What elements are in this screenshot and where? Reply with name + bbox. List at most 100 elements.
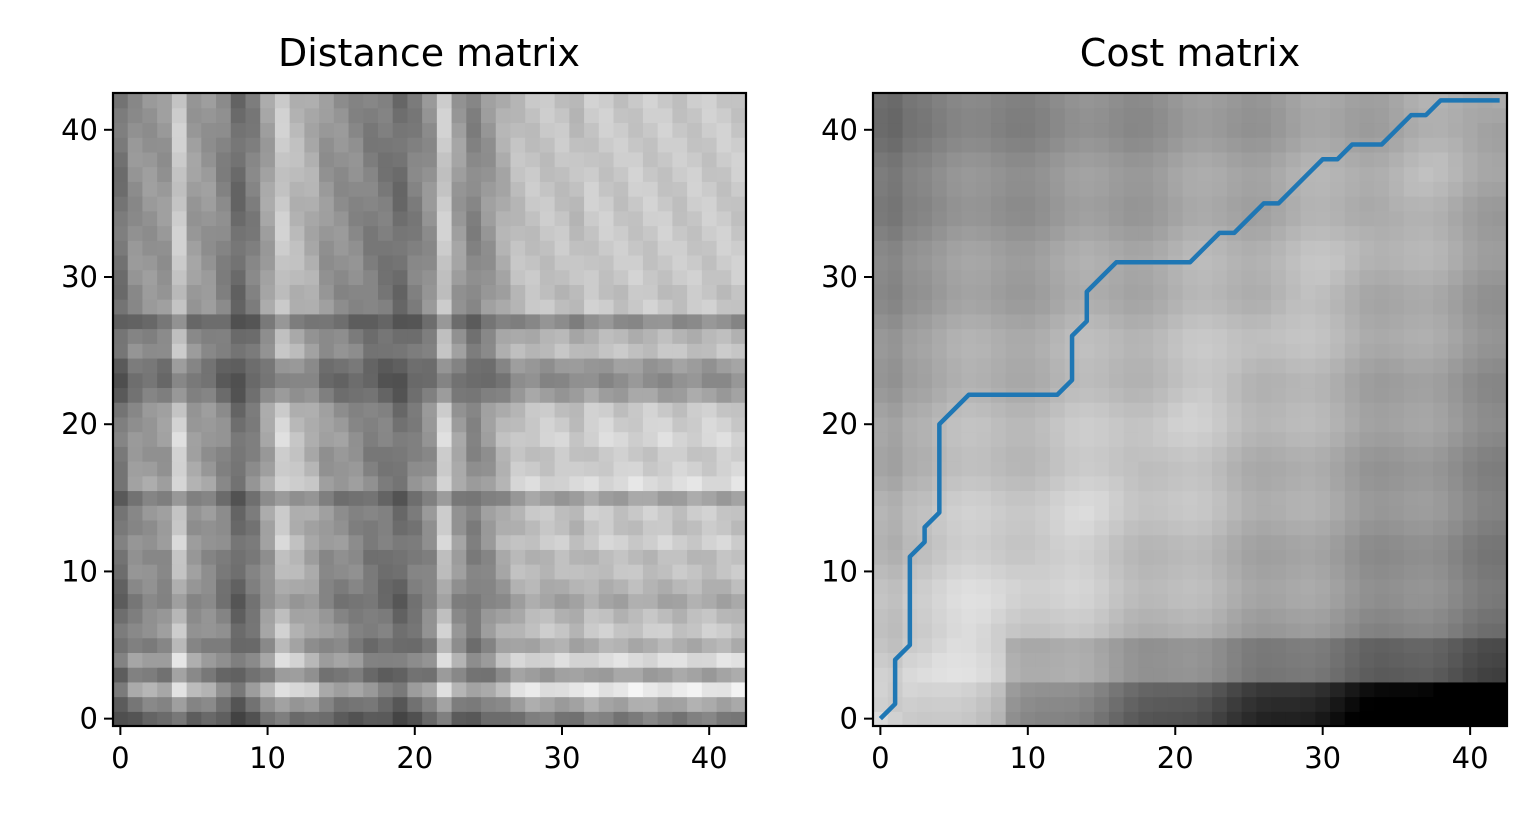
heatmap-cell: [628, 667, 644, 683]
heatmap-cell: [363, 181, 379, 197]
heatmap-cell: [1300, 372, 1316, 389]
heatmap-cell: [1433, 461, 1449, 477]
heatmap-cell: [230, 122, 247, 138]
heatmap-cell: [613, 313, 629, 330]
heatmap-cell: [1330, 313, 1346, 330]
heatmap-cell: [245, 122, 261, 138]
heatmap-cell: [1020, 505, 1036, 521]
heatmap-cell: [1182, 313, 1198, 330]
heatmap-cell: [260, 328, 276, 344]
heatmap-cell: [1094, 357, 1110, 374]
heatmap-cell: [333, 549, 350, 565]
heatmap-cell: [554, 284, 570, 300]
heatmap-cell: [613, 387, 629, 403]
heatmap-cell: [554, 225, 570, 241]
heatmap-cell: [687, 549, 703, 565]
heatmap-cell: [731, 299, 747, 315]
heatmap-cell: [392, 328, 409, 344]
heatmap-cell: [1049, 254, 1066, 271]
heatmap-cell: [1256, 93, 1272, 109]
heatmap-cell: [481, 166, 497, 182]
heatmap-cell: [657, 490, 673, 506]
heatmap-cell: [319, 269, 335, 285]
heatmap-cell: [407, 416, 423, 433]
heatmap-cell: [584, 107, 600, 124]
heatmap-cell: [186, 254, 202, 271]
heatmap-cell: [260, 137, 276, 153]
heatmap-cell: [628, 505, 644, 521]
heatmap-cell: [451, 210, 467, 227]
heatmap-cell: [436, 446, 453, 462]
heatmap-cell: [304, 652, 320, 668]
heatmap-cell: [481, 181, 497, 197]
heatmap-cell: [1418, 166, 1434, 182]
heatmap-cell: [1285, 402, 1302, 418]
heatmap-cell: [436, 564, 453, 580]
heatmap-cell: [274, 608, 291, 624]
heatmap-cell: [1285, 446, 1302, 462]
heatmap-cell: [142, 578, 158, 595]
heatmap-cell: [216, 107, 232, 124]
heatmap-cell: [1035, 490, 1051, 506]
heatmap-cell: [1153, 137, 1169, 153]
heatmap-cell: [260, 166, 276, 182]
heatmap-cell: [701, 461, 718, 477]
heatmap-cell: [598, 505, 615, 521]
heatmap-cell: [902, 475, 918, 492]
heatmap-cell: [113, 343, 129, 359]
heatmap-cell: [1197, 696, 1213, 712]
heatmap-cell: [1492, 564, 1508, 580]
heatmap-cell: [216, 519, 232, 536]
heatmap-cell: [1403, 181, 1420, 197]
heatmap-cell: [1477, 711, 1493, 727]
heatmap-cell: [569, 181, 585, 197]
y-tick-label: 30: [821, 260, 858, 294]
heatmap-cell: [1271, 299, 1287, 315]
heatmap-cell: [1123, 402, 1139, 418]
heatmap-cell: [1344, 608, 1361, 624]
heatmap-cell: [495, 372, 512, 389]
heatmap-cell: [274, 225, 291, 241]
heatmap-cell: [1359, 711, 1375, 727]
heatmap-cell: [1403, 343, 1420, 359]
heatmap-cell: [422, 461, 438, 477]
heatmap-cell: [539, 622, 556, 639]
heatmap-cell: [363, 549, 379, 565]
heatmap-cell: [1094, 107, 1110, 124]
heatmap-cell: [539, 299, 556, 315]
heatmap-cell: [333, 681, 350, 698]
heatmap-cell: [1020, 446, 1036, 462]
heatmap-cell: [274, 549, 291, 565]
heatmap-cell: [142, 505, 158, 521]
heatmap-cell: [127, 372, 144, 389]
heatmap-cell: [961, 696, 977, 712]
heatmap-cell: [1226, 578, 1243, 595]
heatmap-cell: [186, 461, 202, 477]
heatmap-cell: [1492, 137, 1508, 153]
heatmap-cell: [495, 151, 512, 168]
heatmap-cell: [1315, 240, 1331, 256]
heatmap-cell: [1389, 93, 1405, 109]
heatmap-cell: [539, 652, 556, 668]
heatmap-cell: [1226, 416, 1243, 433]
heatmap-cell: [142, 299, 158, 315]
heatmap-cell: [260, 269, 276, 285]
heatmap-cell: [1315, 225, 1331, 241]
heatmap-cell: [216, 578, 232, 595]
heatmap-cell: [525, 254, 541, 271]
heatmap-cell: [1285, 313, 1302, 330]
heatmap-cell: [1123, 505, 1139, 521]
heatmap-cell: [289, 93, 305, 109]
heatmap-cell: [319, 667, 335, 683]
heatmap-cell: [990, 534, 1007, 550]
heatmap-cell: [976, 475, 992, 492]
heatmap-cell: [1123, 475, 1139, 492]
heatmap-cell: [946, 387, 963, 403]
heatmap-cell: [377, 402, 394, 418]
heatmap-cell: [260, 578, 276, 595]
heatmap-cell: [1374, 210, 1390, 227]
heatmap-cell: [1374, 534, 1390, 550]
heatmap-cell: [961, 254, 977, 271]
heatmap-cell: [157, 137, 173, 153]
heatmap-cell: [495, 343, 512, 359]
